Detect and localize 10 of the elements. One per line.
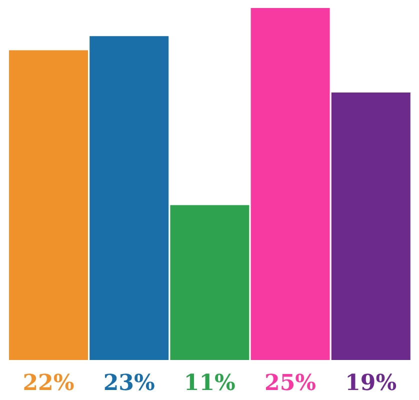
bar bbox=[250, 8, 330, 360]
bar bbox=[90, 36, 169, 360]
data-label: 23% bbox=[103, 370, 155, 396]
data-label: 22% bbox=[22, 370, 74, 396]
bar bbox=[331, 92, 410, 360]
data-label: 25% bbox=[264, 370, 316, 396]
bar bbox=[9, 50, 88, 360]
data-label: 11% bbox=[184, 370, 236, 396]
data-label: 19% bbox=[345, 370, 397, 396]
bar bbox=[170, 205, 250, 360]
